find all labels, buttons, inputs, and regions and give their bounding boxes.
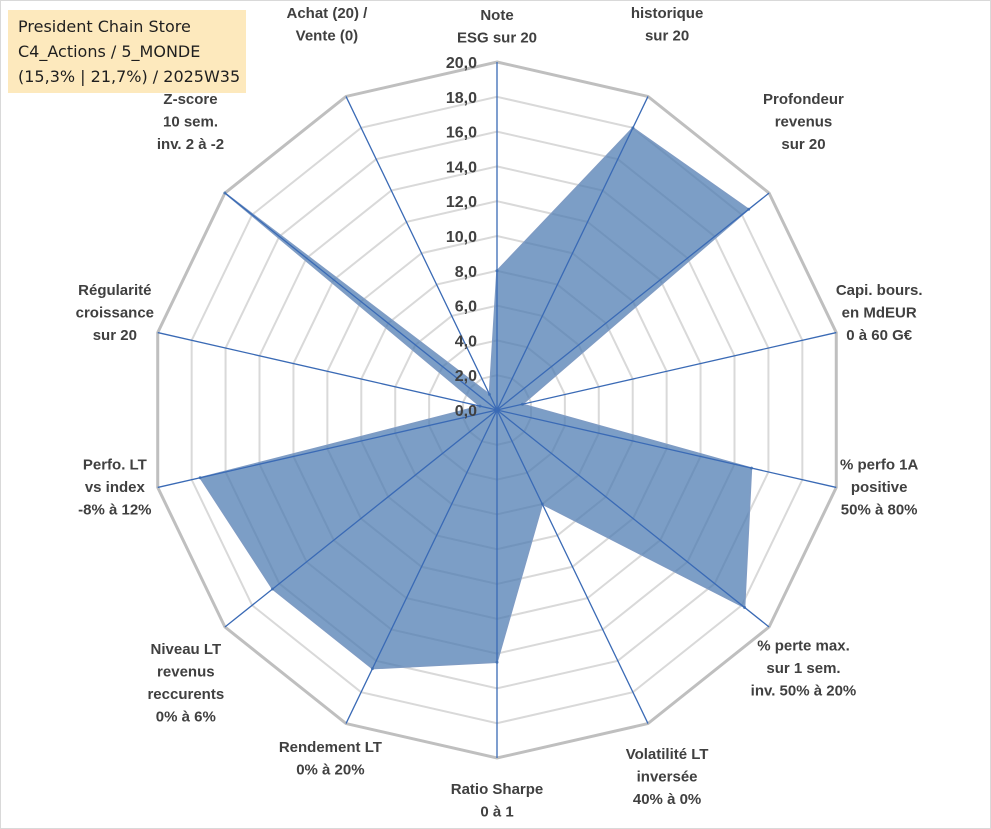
axis-label-line: Rendement LT xyxy=(279,739,382,756)
axis-spoke xyxy=(496,409,649,724)
axis-label-line: 40% à 0% xyxy=(633,791,701,808)
axis-label-line: en MdEUR xyxy=(842,305,917,322)
tick-label: 8,0 xyxy=(455,264,477,281)
axis-label-line: inv. 2 à -2 xyxy=(157,136,224,153)
axis-label-line: revenus xyxy=(775,114,833,131)
axis-label-line: Capi. bours. xyxy=(836,282,923,299)
axis-spoke xyxy=(224,409,498,628)
tick-label: 18,0 xyxy=(446,90,477,107)
tick-label: 10,0 xyxy=(446,229,477,246)
tick-label: 20,0 xyxy=(446,55,477,72)
axis-spoke xyxy=(345,96,498,411)
axis-label-line: Vente (0) xyxy=(296,27,359,44)
axis-spoke xyxy=(496,331,837,411)
axis-label: Note ESG sur 20 xyxy=(457,7,537,47)
axis-spoke xyxy=(157,409,498,489)
axis-label-line: Achat (20) / xyxy=(286,5,368,22)
axis-label: Profondeurhistoriquesur 20 xyxy=(627,0,708,44)
axis-label-line: Perfo. LT xyxy=(83,456,147,473)
info-line-category: C4_Actions / 5_MONDE xyxy=(18,42,201,61)
axis-label: Niveau LT revenus reccurents 0% à 6% xyxy=(147,641,224,726)
axis-label-line: Niveau LT xyxy=(151,641,222,658)
axis-label-line: Note xyxy=(480,7,513,24)
axis-label: Régularité croissance sur 20 xyxy=(76,282,154,344)
axis-label-line: historique xyxy=(631,5,704,22)
axis-label-line: 10 sem. xyxy=(163,114,218,131)
axis-spoke xyxy=(496,192,770,411)
axis-label: % perte max. sur 1 sem. inv. 50% à 20% xyxy=(751,637,857,699)
axis-label-line: sur 20 xyxy=(93,327,137,344)
info-line-company: President Chain Store xyxy=(18,17,191,36)
tick-label: 0,0 xyxy=(455,403,477,420)
tick-label: 2,0 xyxy=(455,368,477,385)
axis-label-line: 50% à 80% xyxy=(841,501,918,518)
axis-label-line: Volatilité LT xyxy=(626,746,709,763)
axis-label-line: Profondeur xyxy=(763,91,844,108)
axis-label: Profondeur revenus sur 20 xyxy=(763,91,844,153)
axis-label-line: % perfo 1A xyxy=(840,456,919,473)
tick-label: 16,0 xyxy=(446,125,477,142)
axis-label-line: reccurents xyxy=(147,686,224,703)
axis-label: MomentumAchat (20) /Vente (0) xyxy=(286,0,368,44)
axis-label-line: positive xyxy=(851,479,908,496)
axis-label-line: inv. 50% à 20% xyxy=(751,682,857,699)
axis-spoke xyxy=(224,192,498,411)
axis-label-line: -8% à 12% xyxy=(78,501,151,518)
axis-spoke xyxy=(496,409,770,628)
axis-label-line: 0 à 1 xyxy=(480,804,513,821)
tick-label: 12,0 xyxy=(446,194,477,211)
axis-label: % perfo 1A positive 50% à 80% xyxy=(840,456,919,518)
axis-label-line: % perte max. xyxy=(757,637,850,654)
axis-label-line: 0 à 60 G€ xyxy=(846,327,913,344)
axis-label-line: vs index xyxy=(85,479,146,496)
axis-label: Rendement LT 0% à 20% xyxy=(279,739,382,779)
axis-label-line: Ratio Sharpe xyxy=(451,781,544,798)
info-box: President Chain Store C4_Actions / 5_MON… xyxy=(8,10,246,93)
tick-label: 6,0 xyxy=(455,299,477,316)
axis-spoke xyxy=(496,96,649,411)
axis-label: Perfo. LT vs index -8% à 12% xyxy=(78,456,151,518)
axis-label: Volatilité LT inversée 40% à 0% xyxy=(626,746,709,808)
axis-spoke xyxy=(345,409,498,724)
axis-label-line: revenus xyxy=(157,664,215,681)
tick-label: 4,0 xyxy=(455,333,477,350)
radar-spokes xyxy=(157,62,837,758)
axis-label-line: sur 20 xyxy=(781,136,825,153)
axis-label: Ratio Sharpe 0 à 1 xyxy=(451,781,544,821)
axis-label: Capi. bours. en MdEUR 0 à 60 G€ xyxy=(836,282,923,344)
axis-label-line: sur 1 sem. xyxy=(766,660,840,677)
axis-label-line: inversée xyxy=(637,769,698,786)
axis-label-line: Z-score xyxy=(163,91,217,108)
radar-tick-labels: 0,0 2,0 4,0 6,0 8,0 10,0 12,0 14,0 16,0 18,0 20,0 xyxy=(446,55,477,420)
axis-spoke xyxy=(157,331,498,411)
axis-label-line: Régularité xyxy=(78,282,151,299)
axis-label: Z-score 10 sem. inv. 2 à -2 xyxy=(157,91,224,153)
axis-label-line: croissance xyxy=(76,305,154,322)
axis-label-line: 0% à 20% xyxy=(296,761,364,778)
info-line-period: (15,3% | 21,7%) / 2025W35 xyxy=(18,67,241,86)
axis-label-line: sur 20 xyxy=(645,27,689,44)
axis-label-line: 0% à 6% xyxy=(156,709,216,726)
axis-label-line: ESG sur 20 xyxy=(457,30,537,47)
axis-spoke xyxy=(496,409,837,489)
radar-axis-labels: Note ESG sur 20 Profondeur historique sur 20… xyxy=(76,0,923,821)
tick-label: 14,0 xyxy=(446,159,477,176)
